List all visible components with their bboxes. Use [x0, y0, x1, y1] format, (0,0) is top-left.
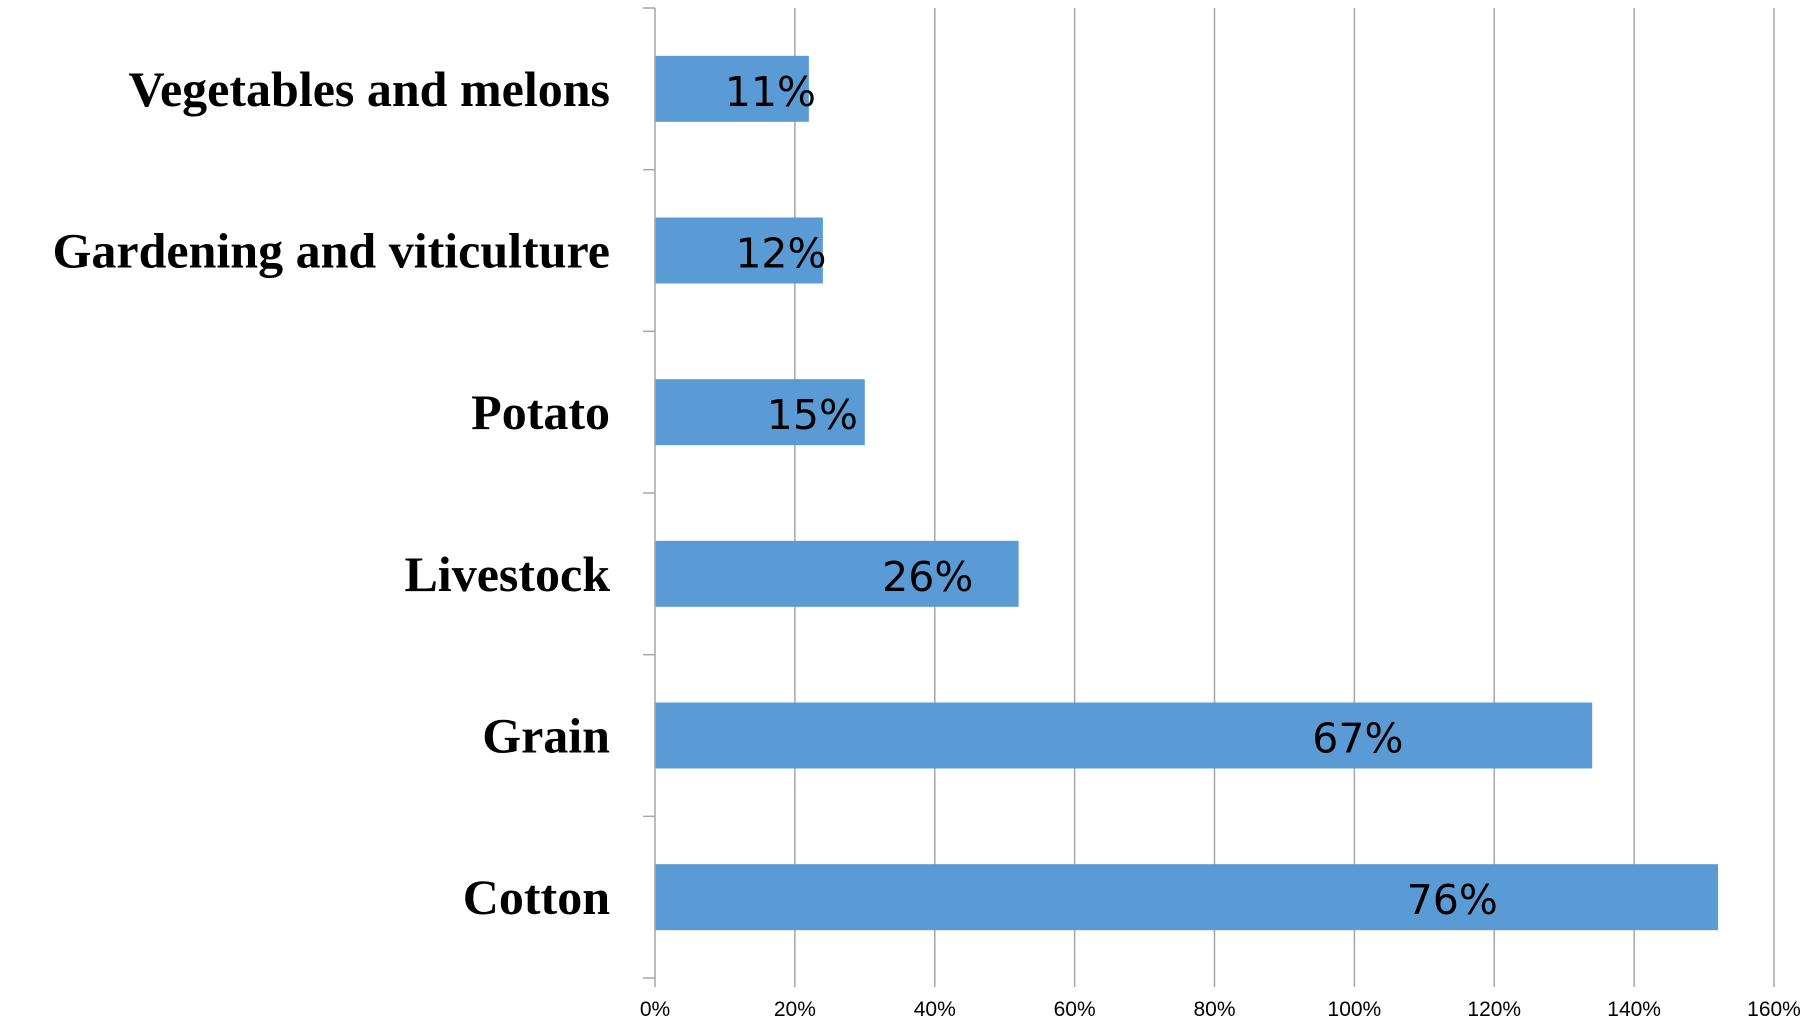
data-label: 76% — [1407, 876, 1498, 924]
x-tick-label: 120% — [1467, 998, 1521, 1021]
data-label: 26% — [882, 553, 973, 601]
bar — [655, 55, 809, 122]
category-label: Gardening and viticulture — [53, 223, 610, 279]
x-tick-label: 40% — [914, 998, 956, 1021]
bar — [655, 217, 823, 284]
bar — [655, 702, 1593, 769]
x-tick-label: 140% — [1607, 998, 1661, 1021]
x-tick-label: 0% — [640, 998, 670, 1021]
data-label: 12% — [735, 230, 826, 278]
bar — [655, 540, 1019, 607]
bar — [655, 864, 1719, 931]
category-label: Livestock — [404, 546, 610, 602]
grid-layer — [794, 8, 1775, 978]
x-tick-label: 160% — [1747, 998, 1801, 1021]
x-tick-label: 60% — [1054, 998, 1096, 1021]
category-label: Cotton — [463, 869, 610, 925]
bar-layer — [655, 55, 1719, 931]
label-layer: Vegetables and melons 11% Gardening and vi… — [53, 61, 1498, 925]
x-tick-label: 80% — [1193, 998, 1235, 1021]
data-label: 11% — [725, 68, 816, 116]
x-tick-label: 20% — [774, 998, 816, 1021]
axis-layer: 0% 20% 40% 60% 80% 100% 120% 140% 160% — [640, 7, 1801, 1021]
category-label: Potato — [471, 384, 610, 440]
data-label: 67% — [1312, 715, 1403, 763]
x-tick-label: 100% — [1328, 998, 1382, 1021]
category-label: Grain — [482, 708, 610, 764]
category-label: Vegetables and melons — [128, 61, 610, 117]
bar — [655, 379, 865, 446]
data-label: 15% — [767, 391, 858, 439]
